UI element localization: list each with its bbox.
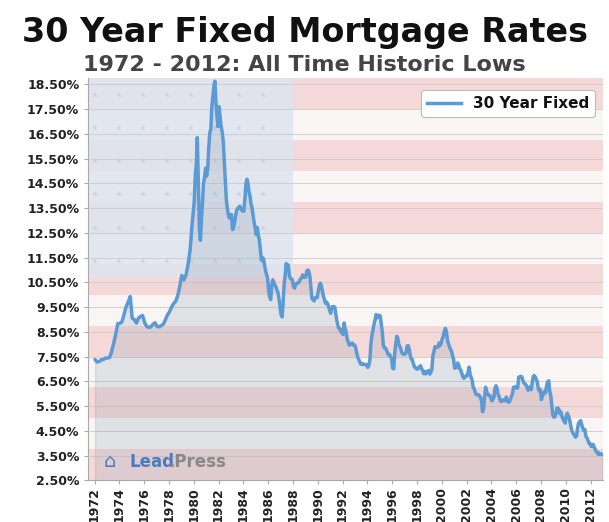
Text: 30 Year Fixed Mortgage Rates: 30 Year Fixed Mortgage Rates (21, 16, 588, 49)
Bar (88, 357, 603, 387)
Bar (88, 202, 603, 233)
Text: 1972 - 2012: All Time Historic Lows: 1972 - 2012: All Time Historic Lows (83, 55, 526, 75)
Text: .Press: .Press (169, 453, 227, 471)
Bar (88, 78, 603, 109)
Bar (88, 109, 603, 140)
Bar (88, 326, 603, 357)
Bar (88, 264, 603, 295)
Legend: 30 Year Fixed: 30 Year Fixed (421, 90, 595, 117)
Text: ⌂: ⌂ (104, 453, 116, 471)
Bar (88, 78, 293, 277)
Bar (88, 171, 603, 202)
Bar (88, 419, 603, 449)
Bar (88, 295, 603, 326)
Bar (88, 233, 603, 264)
Bar (88, 140, 603, 171)
Bar (88, 449, 603, 480)
Bar (88, 387, 603, 419)
Text: Lead: Lead (129, 453, 174, 471)
